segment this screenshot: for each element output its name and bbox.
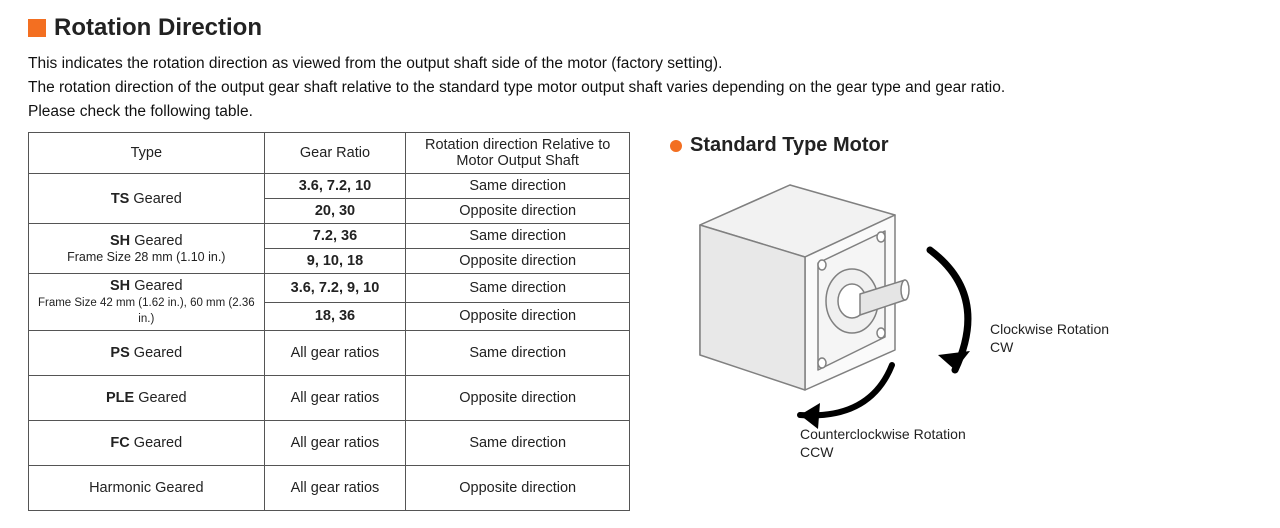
type-sub: Frame Size 28 mm (1.10 in.) [67,250,225,264]
header-direction: Rotation direction Relative to Motor Out… [406,133,630,174]
cell-type-fc: FC Geared [29,421,265,466]
table-row: PLE Geared All gear ratios Opposite dire… [29,376,630,421]
cell-type-sh28: SH Geared Frame Size 28 mm (1.10 in.) [29,224,265,274]
cell-direction: Same direction [406,331,630,376]
type-rest: Geared [130,435,182,451]
motor-panel: Standard Type Motor [670,132,1252,465]
type-sub: Frame Size 42 mm (1.62 in.), 60 mm (2.36… [38,297,255,325]
type-bold: PLE [106,390,134,406]
type-rest: Geared [130,345,182,361]
cell-ratio: 3.6, 7.2, 9, 10 [264,274,406,303]
table-header-row: Type Gear Ratio Rotation direction Relat… [29,133,630,174]
subheading: Standard Type Motor [690,134,889,157]
cell-type-ple: PLE Geared [29,376,265,421]
section-heading-row: Rotation Direction [28,14,1252,42]
table-row: SH Geared Frame Size 42 mm (1.62 in.), 6… [29,274,630,303]
type-rest: Geared [130,233,182,249]
ratio-text: 9, 10, 18 [307,253,363,269]
type-rest: Geared [129,191,181,207]
ccw-text-l2: CCW [800,444,833,460]
cw-label: Clockwise Rotation CW [990,320,1109,356]
cell-direction: Same direction [406,274,630,303]
cell-ratio: 7.2, 36 [264,224,406,249]
table-row: TS Geared 3.6, 7.2, 10 Same direction [29,174,630,199]
cell-ratio: 3.6, 7.2, 10 [264,174,406,199]
intro-line-3: Please check the following table. [28,100,1252,124]
cell-direction: Same direction [406,421,630,466]
cell-ratio: All gear ratios [264,376,406,421]
ratio-text: 3.6, 7.2, 10 [299,178,372,194]
dot-bullet-icon [670,140,682,152]
cell-direction: Opposite direction [406,249,630,274]
ratio-text: 7.2, 36 [313,228,357,244]
cw-text-l2: CW [990,339,1013,355]
intro-text: This indicates the rotation direction as… [28,52,1252,124]
intro-line-1: This indicates the rotation direction as… [28,52,1252,76]
cell-direction: Same direction [406,224,630,249]
ratio-text: 20, 30 [315,203,355,219]
type-bold: FC [110,435,129,451]
cw-text-l1: Clockwise Rotation [990,321,1109,337]
ccw-text-l1: Counterclockwise Rotation [800,426,966,442]
ratio-text: 18, 36 [315,308,355,324]
table-row: SH Geared Frame Size 28 mm (1.10 in.) 7.… [29,224,630,249]
ratio-text: 3.6, 7.2, 9, 10 [291,280,380,296]
cell-ratio: 18, 36 [264,302,406,331]
cell-ratio: 20, 30 [264,199,406,224]
cell-type-sh42: SH Geared Frame Size 42 mm (1.62 in.), 6… [29,274,265,331]
rotation-table: Type Gear Ratio Rotation direction Relat… [28,132,630,511]
cell-direction: Same direction [406,174,630,199]
section-heading: Rotation Direction [54,14,262,42]
cell-ratio: All gear ratios [264,466,406,511]
cell-direction: Opposite direction [406,376,630,421]
header-direction-l2: Motor Output Shaft [456,153,579,169]
type-bold: SH [110,278,130,294]
cell-direction: Opposite direction [406,199,630,224]
cell-type-ps: PS Geared [29,331,265,376]
content-row: Type Gear Ratio Rotation direction Relat… [28,132,1252,511]
cell-direction: Opposite direction [406,466,630,511]
header-direction-l1: Rotation direction Relative to [425,137,610,153]
intro-line-2: The rotation direction of the output gea… [28,76,1252,100]
type-rest: Geared [130,278,182,294]
header-type: Type [29,133,265,174]
cell-type-harmonic: Harmonic Geared [29,466,265,511]
ccw-label: Counterclockwise Rotation CCW [800,425,966,461]
type-bold: PS [110,345,129,361]
type-bold: SH [110,233,130,249]
motor-icon [670,165,1110,465]
type-bold: TS [111,191,130,207]
cell-ratio: All gear ratios [264,421,406,466]
square-bullet-icon [28,19,46,37]
header-ratio: Gear Ratio [264,133,406,174]
cell-direction: Opposite direction [406,302,630,331]
type-rest: Geared [134,390,186,406]
cell-type-ts: TS Geared [29,174,265,224]
table-row: FC Geared All gear ratios Same direction [29,421,630,466]
cell-ratio: All gear ratios [264,331,406,376]
cell-ratio: 9, 10, 18 [264,249,406,274]
subheading-row: Standard Type Motor [670,134,1252,157]
table-row: Harmonic Geared All gear ratios Opposite… [29,466,630,511]
motor-figure: Clockwise Rotation CW Counterclockwise R… [670,165,1110,465]
table-row: PS Geared All gear ratios Same direction [29,331,630,376]
